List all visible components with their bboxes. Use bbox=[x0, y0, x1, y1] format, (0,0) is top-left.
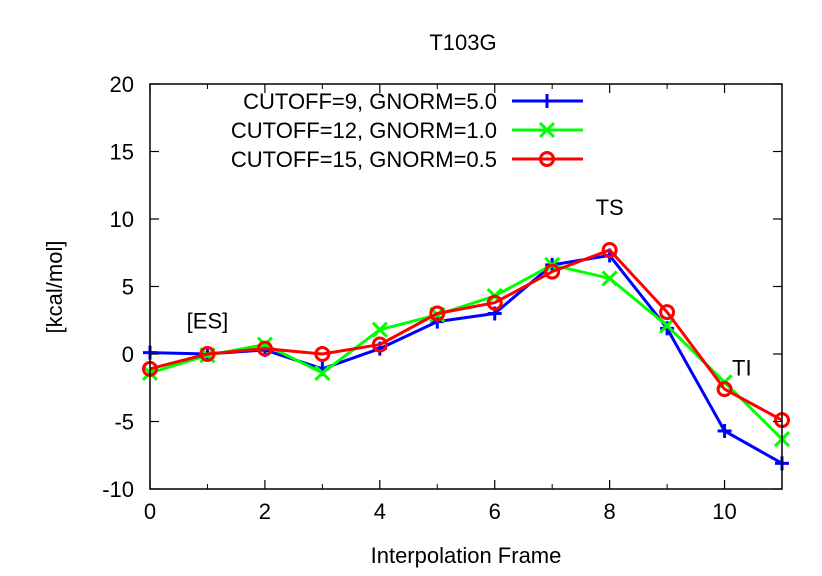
series-line bbox=[149, 248, 783, 422]
data-point bbox=[486, 294, 503, 311]
data-point bbox=[371, 336, 388, 353]
y-tick-label: 10 bbox=[110, 207, 134, 232]
legend-marker bbox=[538, 121, 556, 139]
ticks-layer: 0 2 4 6 8 10 -10 -5 0 5 10 15 20 bbox=[102, 72, 783, 524]
legend: CUTOFF=9, GNORM=5.0 CUTOFF=12, GNORM=1.0 C… bbox=[231, 89, 583, 172]
data-point bbox=[256, 340, 273, 357]
data-point bbox=[659, 304, 676, 321]
cross-marker-b bbox=[371, 321, 388, 338]
circle-marker bbox=[314, 346, 331, 362]
data-point bbox=[601, 242, 618, 259]
annotation-label: TS bbox=[596, 195, 624, 220]
legend-label: CUTOFF=15, GNORM=0.5 bbox=[231, 147, 497, 172]
circle-marker bbox=[544, 263, 561, 280]
series-line bbox=[149, 263, 784, 441]
circle-marker bbox=[199, 346, 216, 362]
cross-marker-b bbox=[659, 317, 676, 334]
data-point bbox=[429, 305, 446, 322]
x-tick-label: 6 bbox=[489, 499, 501, 524]
series-layer bbox=[141, 242, 791, 471]
x-tick-label: 10 bbox=[712, 499, 736, 524]
data-point bbox=[659, 317, 676, 334]
legend-label: CUTOFF=12, GNORM=1.0 bbox=[231, 118, 497, 143]
data-point bbox=[314, 364, 331, 381]
cross-marker-b bbox=[601, 270, 618, 287]
circle-marker bbox=[486, 294, 503, 311]
y-tick-label: 20 bbox=[110, 72, 134, 97]
data-point bbox=[314, 346, 331, 362]
x-tick-label: 2 bbox=[259, 499, 271, 524]
legend-marker bbox=[539, 151, 555, 167]
annotation-label: [ES] bbox=[187, 308, 229, 333]
circle-marker bbox=[716, 381, 733, 398]
y-tick-label: 15 bbox=[110, 140, 134, 165]
y-tick-label: -5 bbox=[114, 410, 134, 435]
legend-label: CUTOFF=9, GNORM=5.0 bbox=[243, 89, 497, 114]
data-point bbox=[199, 346, 216, 362]
annotation-layer: [ES] TS TI bbox=[187, 195, 752, 381]
y-tick-label: -10 bbox=[102, 477, 134, 502]
circle-marker bbox=[256, 340, 273, 357]
data-point bbox=[371, 321, 388, 338]
x-tick-label: 4 bbox=[374, 499, 386, 524]
x-tick-label: 8 bbox=[604, 499, 616, 524]
data-point bbox=[717, 423, 732, 438]
data-point bbox=[716, 381, 733, 398]
cross-marker-b bbox=[314, 364, 331, 381]
data-point bbox=[601, 270, 618, 287]
x-tick-label: 0 bbox=[144, 499, 156, 524]
circle-marker bbox=[429, 305, 446, 322]
annotation-label: TI bbox=[732, 356, 752, 381]
y-tick-label: 0 bbox=[122, 342, 134, 367]
x-axis-label: Interpolation Frame bbox=[371, 543, 562, 568]
circle-marker bbox=[539, 151, 555, 167]
series-3 bbox=[142, 242, 790, 429]
circle-marker bbox=[371, 336, 388, 353]
y-axis-label: [kcal/mol] bbox=[42, 241, 67, 334]
data-point bbox=[544, 263, 561, 280]
circle-marker bbox=[601, 242, 618, 259]
y-tick-label: 5 bbox=[122, 275, 134, 300]
legend-marker bbox=[540, 94, 554, 108]
circle-marker bbox=[659, 304, 676, 321]
chart-title: T103G bbox=[429, 30, 496, 55]
cross-marker-b bbox=[538, 121, 556, 139]
